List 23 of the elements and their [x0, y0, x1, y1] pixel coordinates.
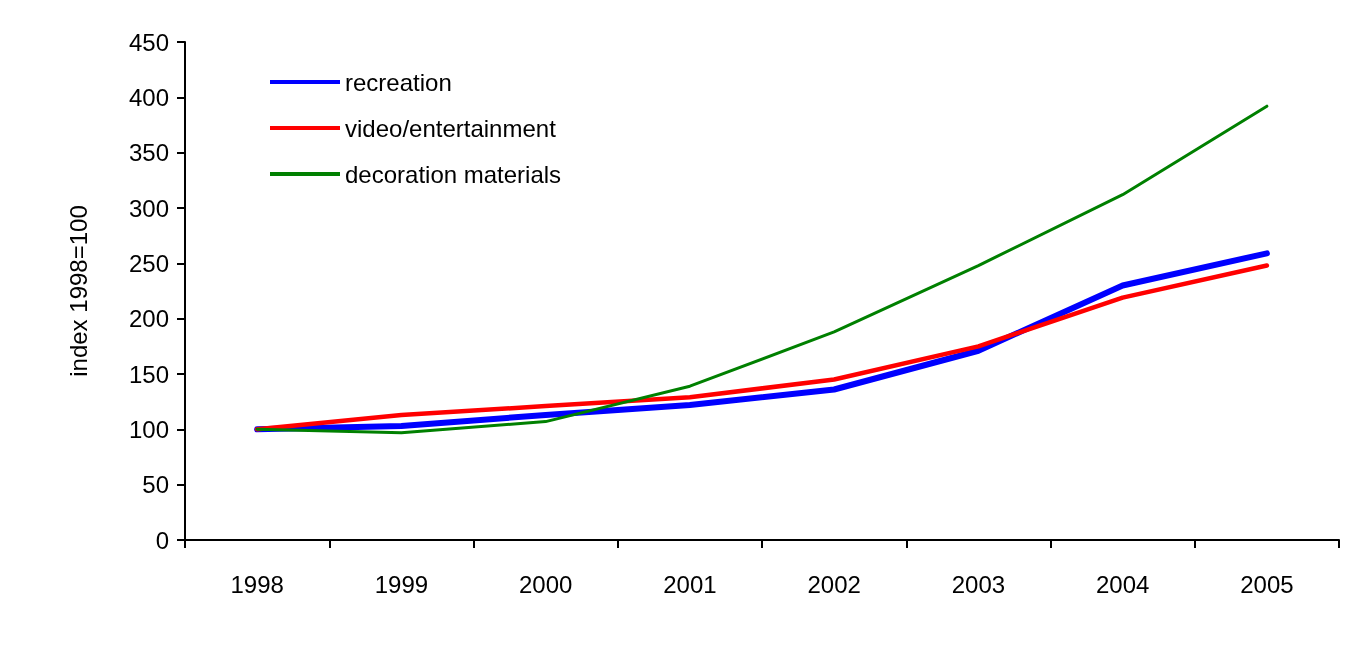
- x-tick-label: 1998: [230, 570, 284, 598]
- y-tick-label: 450: [128, 28, 169, 56]
- x-tick-label: 2005: [1240, 570, 1294, 598]
- y-tick-label: 150: [128, 360, 169, 388]
- x-tick-label: 1999: [374, 570, 429, 598]
- y-tick-label: 200: [128, 305, 169, 333]
- x-tick-label: 2003: [951, 570, 1006, 598]
- y-tick-label: 100: [128, 415, 169, 443]
- legend-label: video/entertainment: [345, 114, 557, 142]
- y-tick-label: 300: [128, 194, 169, 222]
- legend-label: decoration materials: [345, 160, 562, 188]
- y-axis-title: index 1998=100: [64, 205, 92, 377]
- x-tick-label: 2002: [807, 570, 861, 598]
- legend-label: recreation: [345, 68, 452, 96]
- x-tick-label: 2000: [518, 570, 573, 598]
- x-tick-label: 2001: [663, 570, 717, 598]
- line-series: [255, 104, 1269, 435]
- y-tick-label: 350: [128, 139, 169, 167]
- y-tick-label: 0: [155, 526, 169, 554]
- y-tick-label: 50: [142, 471, 169, 499]
- y-tick-label: 400: [128, 83, 169, 111]
- x-tick-label: 2004: [1095, 570, 1150, 598]
- y-tick-label: 250: [128, 249, 169, 277]
